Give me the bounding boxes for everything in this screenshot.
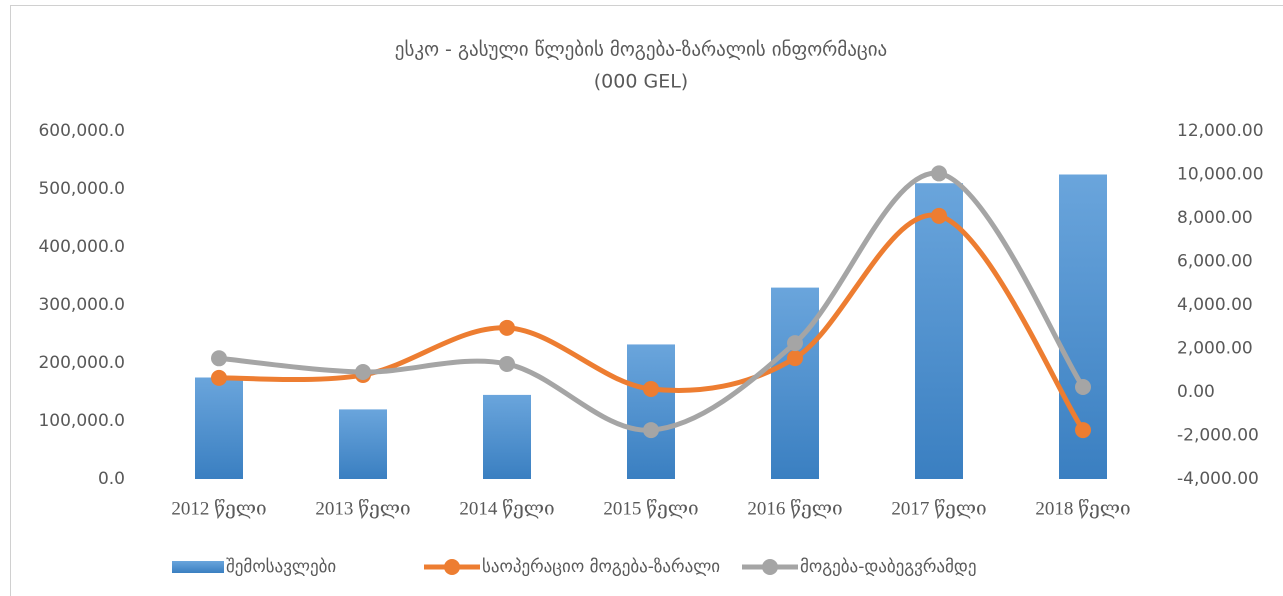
chart-title: ესკო - გასული წლების მოგება-ზარალის ინფო… bbox=[395, 39, 887, 61]
y-tick-label: 400,000.0 bbox=[38, 237, 125, 257]
x-tick-label: 2017 წელი bbox=[891, 498, 986, 519]
y2-tick-label: 0.00 bbox=[1177, 382, 1215, 402]
bar bbox=[771, 287, 819, 479]
y2-tick-label: 8,000.00 bbox=[1177, 208, 1253, 228]
marker bbox=[211, 369, 227, 386]
bar bbox=[195, 377, 243, 479]
marker bbox=[931, 207, 947, 224]
y2-tick-label: 10,000.00 bbox=[1177, 165, 1264, 185]
legend-swatch bbox=[172, 561, 224, 573]
y-tick-label: 500,000.0 bbox=[38, 179, 125, 199]
legend-marker bbox=[444, 559, 460, 575]
marker bbox=[499, 319, 515, 336]
x-tick-label: 2012 წელი bbox=[171, 498, 266, 519]
y2-tick-label: 4,000.00 bbox=[1177, 295, 1253, 315]
bar bbox=[339, 409, 387, 479]
frame bbox=[10, 5, 1283, 596]
x-tick-label: 2016 წელი bbox=[747, 498, 842, 519]
marker bbox=[787, 350, 803, 367]
marker bbox=[211, 350, 227, 367]
y2-tick-label: 6,000.00 bbox=[1177, 252, 1253, 272]
y-tick-label: 300,000.0 bbox=[38, 295, 125, 315]
x-tick-label: 2015 წელი bbox=[603, 498, 698, 519]
marker bbox=[355, 363, 371, 380]
chart-subtitle: (000 GEL) bbox=[594, 71, 688, 93]
y2-tick-label: 2,000.00 bbox=[1177, 339, 1253, 359]
marker bbox=[931, 165, 947, 182]
marker bbox=[499, 355, 515, 372]
bar bbox=[915, 183, 963, 479]
y-tick-label: 200,000.0 bbox=[38, 353, 125, 373]
y-tick-label: 600,000.0 bbox=[38, 121, 125, 141]
marker bbox=[1075, 378, 1091, 395]
y2-tick-label: 12,000.00 bbox=[1177, 121, 1264, 141]
marker bbox=[787, 335, 803, 352]
x-tick-label: 2013 წელი bbox=[315, 498, 410, 519]
bar bbox=[483, 394, 531, 479]
y-tick-label: 100,000.0 bbox=[38, 411, 125, 431]
marker bbox=[1075, 422, 1091, 439]
x-tick-label: 2018 წელი bbox=[1035, 498, 1130, 519]
legend-label: მოგება-დაბეგვრამდე bbox=[800, 557, 976, 577]
legend-label: საოპერაციო მოგება-ზარალი bbox=[482, 557, 720, 577]
y-tick-label: 0.0 bbox=[98, 469, 125, 489]
marker bbox=[643, 380, 659, 397]
x-tick-label: 2014 წელი bbox=[459, 498, 554, 519]
marker bbox=[643, 422, 659, 439]
y2-tick-label: -4,000.00 bbox=[1177, 469, 1259, 489]
y2-tick-label: -2,000.00 bbox=[1177, 426, 1259, 446]
bar bbox=[627, 344, 675, 479]
legend-label: შემოსავლები bbox=[226, 557, 336, 577]
legend-marker bbox=[762, 559, 778, 575]
